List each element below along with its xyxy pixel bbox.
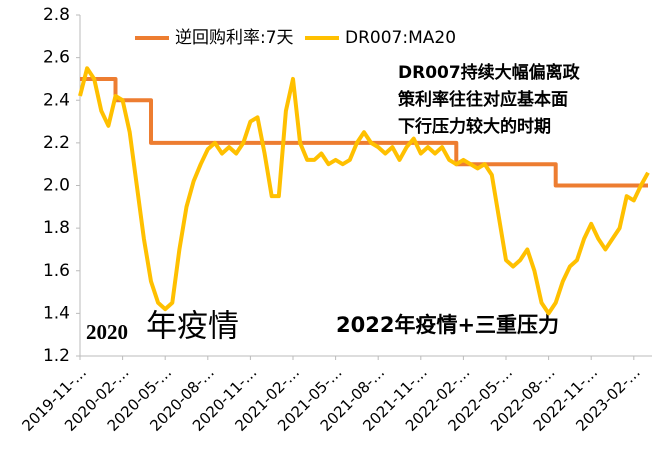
series-line <box>78 66 650 316</box>
y-tick-label: 1.6 <box>43 261 70 281</box>
y-tick-label: 1.2 <box>43 346 70 366</box>
annotation-line: 策利率往往对应基本面 <box>398 89 568 110</box>
y-tick-label: 2.4 <box>43 90 70 110</box>
y-tick-label: 2.0 <box>43 176 70 196</box>
y-tick-label: 2.8 <box>43 5 70 25</box>
y-tick-label: 2.2 <box>43 133 70 153</box>
legend-label: 逆回购利率:7天 <box>175 28 294 48</box>
annotation-line: DR007持续大幅偏离政 <box>398 62 581 83</box>
y-tick-label: 1.4 <box>43 303 70 323</box>
y-tick-label: 1.8 <box>43 218 70 238</box>
annotation: 2022年疫情+三重压力 <box>336 313 559 337</box>
legend-label: DR007:MA20 <box>345 28 456 48</box>
annotation: 2020 <box>86 320 128 344</box>
y-tick-label: 2.6 <box>43 48 70 68</box>
annotation: 年疫情 <box>146 309 239 345</box>
series-line <box>80 76 648 188</box>
annotation-line: 下行压力较大的时期 <box>398 116 551 137</box>
